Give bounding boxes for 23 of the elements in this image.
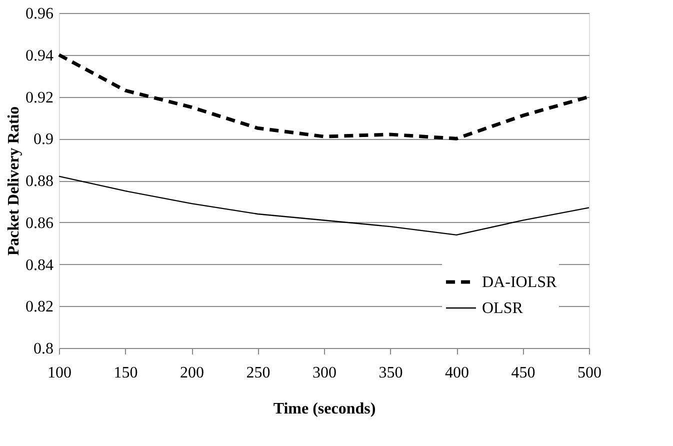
x-tick-label: 450 [511, 364, 536, 382]
legend-label: DA-IOLSR [482, 274, 557, 291]
y-tick-label: 0.88 [26, 173, 54, 190]
y-tick-label: 0.96 [26, 6, 54, 22]
x-axis-title: Time (seconds) [273, 400, 376, 418]
x-tick-label: 350 [378, 364, 403, 382]
x-tick-label: 400 [445, 364, 469, 382]
y-tick-label: 0.82 [26, 298, 54, 316]
y-tick-label: 0.92 [26, 89, 54, 106]
x-tick-label: 150 [114, 364, 138, 382]
y-tick-label: 0.84 [26, 256, 54, 274]
line-series [58, 176, 590, 236]
x-tick-label: 300 [312, 364, 336, 382]
x-tick-label: 250 [246, 364, 270, 382]
legend-label: OLSR [482, 300, 524, 317]
y-tick-label: 0.94 [26, 47, 54, 64]
y-tick-label: 0.8 [34, 340, 54, 358]
x-tick-label: 100 [48, 364, 72, 382]
y-tick-label: 0.86 [26, 214, 54, 232]
y-axis-title: Packet Delivery Ratio [6, 106, 22, 256]
x-tick-label: 200 [180, 364, 204, 382]
y-tick-label: 0.9 [34, 131, 54, 148]
x-tick-label: 500 [578, 364, 602, 382]
